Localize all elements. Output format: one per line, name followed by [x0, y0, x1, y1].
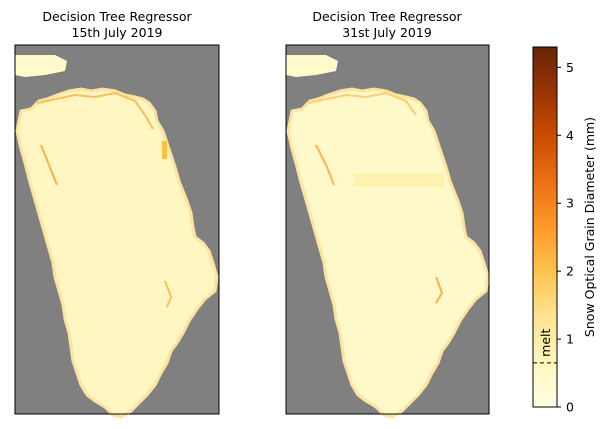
panel-left-frame [14, 44, 220, 415]
colorbar-label: Snow Optical Grain Diameter (mm) [582, 117, 597, 337]
panel-right-frame [285, 44, 490, 415]
panel-right [285, 44, 490, 419]
panel-left [14, 44, 220, 419]
colorbar-tick-label: 4 [566, 128, 574, 143]
panel-left-title-line2: 15th July 2019 [72, 25, 163, 40]
panel-right-title-line2: 31st July 2019 [342, 25, 432, 40]
colorbar-tick-label: 3 [566, 196, 574, 211]
colorbar-tick-label: 5 [566, 60, 574, 75]
colorbar-melt-label: melt [538, 329, 553, 357]
panel-right-landmass [286, 55, 490, 419]
panel-left-landmass [15, 55, 219, 419]
colorbar-tick-label: 2 [566, 264, 574, 279]
colorbar-gradient [532, 46, 558, 408]
colorbar-tick-label: 0 [566, 400, 574, 415]
colorbar-ticks: 0 1 2 3 4 5 [557, 60, 574, 415]
panel-right-title-line1: Decision Tree Regressor [312, 9, 462, 24]
panel-left-title-line1: Decision Tree Regressor [42, 9, 192, 24]
colorbar-tick-label: 1 [566, 332, 574, 347]
colorbar: 0 1 2 3 4 5 melt Snow Optical Grain Diameter … [532, 46, 597, 415]
